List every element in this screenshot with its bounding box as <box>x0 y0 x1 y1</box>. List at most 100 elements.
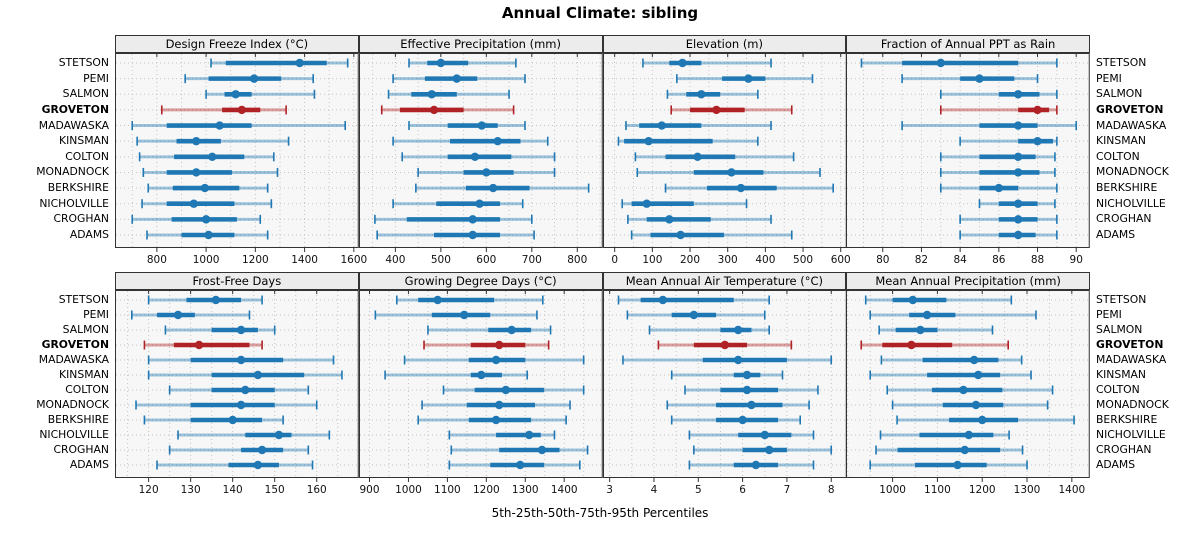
series-monadnock <box>135 400 318 410</box>
series-stetson <box>860 58 1058 68</box>
panel-plot: 1000 1100 1200 1300 1400 <box>846 290 1090 496</box>
series-nicholville <box>177 430 331 440</box>
panel-strip: Frost-Free Days <box>115 272 359 290</box>
station-label: MONADNOCK <box>1096 165 1169 179</box>
station-label: NICHOLVILLE <box>39 196 109 210</box>
series-madawaska <box>131 121 347 131</box>
tick-label: 5 <box>694 484 701 496</box>
series-pemi <box>131 310 251 320</box>
station-label: GROVETON <box>1096 338 1164 351</box>
station-label: ADAMS <box>1096 458 1136 471</box>
station-label: NICHOLVILLE <box>1096 196 1166 210</box>
series-croghan <box>959 214 1058 224</box>
station-label: STETSON <box>58 293 109 306</box>
station-label: BERKSHIRE <box>47 181 109 195</box>
station-label: COLTON <box>65 383 109 396</box>
series-salmon <box>387 89 510 99</box>
tick-label: 84 <box>954 254 968 266</box>
series-groveton <box>860 340 1010 350</box>
tick-label: 1300 <box>1014 484 1041 496</box>
series-madawaska <box>407 121 526 131</box>
station-label: GROVETON <box>41 338 109 351</box>
series-berkshire <box>143 415 284 425</box>
station-label: KINSMAN <box>1096 368 1146 381</box>
series-salmon <box>648 325 770 335</box>
tick-label: 4 <box>650 484 657 496</box>
series-pemi <box>374 310 538 320</box>
station-label: PEMI <box>1096 308 1122 321</box>
series-pemi <box>392 74 526 84</box>
series-monadnock <box>142 167 279 177</box>
series-berkshire <box>940 183 1058 193</box>
x-axis: 3 4 5 6 7 8 <box>606 291 834 496</box>
series-nicholville <box>141 199 273 209</box>
series-croghan <box>373 214 533 224</box>
panel-strip: Elevation (m) <box>602 35 847 53</box>
panel-strip: Mean Annual Air Temperature (°C) <box>602 272 847 290</box>
x-axis-caption: 5th-25th-50th-75th-95th Percentiles <box>491 506 709 520</box>
series-croghan <box>450 445 589 455</box>
series-stetson <box>407 58 517 68</box>
series-groveton <box>160 105 287 115</box>
series-pemi <box>675 74 813 84</box>
series-berkshire <box>414 183 590 193</box>
series-colton <box>940 152 1056 162</box>
panel-strip: Design Freeze Index (°C) <box>115 35 359 53</box>
series-pemi <box>869 310 1038 320</box>
chart-title: Annual Climate: sibling <box>501 4 699 22</box>
station-label: ADAMS <box>69 228 109 241</box>
tick-label: 86 <box>992 254 1006 266</box>
station-label: NICHOLVILLE <box>39 428 109 441</box>
tick-label: 6 <box>739 484 746 496</box>
station-label: COLTON <box>1096 383 1140 396</box>
series-monadnock <box>892 400 1049 410</box>
series-colton <box>634 152 794 162</box>
station-label: STETSON <box>1096 293 1147 306</box>
series-nicholville <box>392 199 524 209</box>
tick-label: 800 <box>567 254 587 266</box>
tick-label: 140 <box>223 484 243 496</box>
tick-label: 1200 <box>473 484 500 496</box>
series-kinsman <box>959 136 1058 146</box>
series-stetson <box>210 58 349 68</box>
station-label: CROGHAN <box>1096 443 1152 456</box>
x-axis: 0 100 200 300 400 500 600 <box>611 54 850 266</box>
tick-label: 500 <box>431 254 451 266</box>
tick-label: 1100 <box>924 484 951 496</box>
series-kinsman <box>136 136 290 146</box>
series-groveton <box>669 105 793 115</box>
series-colton <box>886 385 1054 395</box>
series-monadnock <box>665 400 810 410</box>
station-label: MONADNOCK <box>1096 398 1169 411</box>
station-label: COLTON <box>65 149 109 163</box>
series-groveton <box>657 340 792 350</box>
panel-strip: Effective Precipitation (mm) <box>358 35 603 53</box>
tick-label: 1600 <box>340 254 367 266</box>
station-label: SALMON <box>1096 323 1143 336</box>
series-colton <box>401 152 556 162</box>
station-label: NICHOLVILLE <box>1096 428 1166 441</box>
series-kinsman <box>147 370 343 380</box>
station-label: STETSON <box>58 56 109 69</box>
station-label: BERKSHIRE <box>1096 181 1158 195</box>
panel-strip: Growing Degree Days (°C) <box>358 272 603 290</box>
station-label: PEMI <box>83 71 109 85</box>
station-label: BERKSHIRE <box>47 413 109 426</box>
station-label: CROGHAN <box>53 212 110 226</box>
station-label: STETSON <box>1096 56 1147 69</box>
tick-label: 8 <box>827 484 834 496</box>
series-croghan <box>168 445 310 455</box>
series-madawaska <box>621 355 832 365</box>
station-label: CROGHAN <box>53 443 110 456</box>
series-monadnock <box>417 167 556 177</box>
series-salmon <box>666 89 759 99</box>
series-groveton <box>380 105 515 115</box>
series-stetson <box>147 295 263 305</box>
tick-label: 3 <box>606 484 613 496</box>
station-label: MADAWASKA <box>1096 353 1167 366</box>
station-label: PEMI <box>83 308 109 321</box>
series-berkshire <box>670 415 801 425</box>
series-salmon <box>426 325 552 335</box>
series-groveton <box>422 340 550 350</box>
